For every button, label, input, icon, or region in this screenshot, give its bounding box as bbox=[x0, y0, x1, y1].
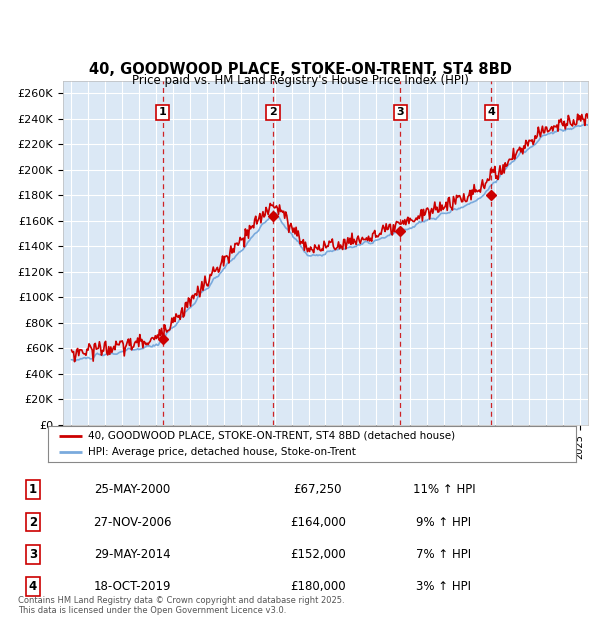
Text: 29-MAY-2014: 29-MAY-2014 bbox=[94, 548, 170, 560]
Text: £152,000: £152,000 bbox=[290, 548, 346, 560]
Text: 40, GOODWOOD PLACE, STOKE-ON-TRENT, ST4 8BD (detached house): 40, GOODWOOD PLACE, STOKE-ON-TRENT, ST4 … bbox=[88, 431, 455, 441]
Text: 11% ↑ HPI: 11% ↑ HPI bbox=[413, 484, 475, 496]
Text: 2: 2 bbox=[29, 516, 37, 528]
Text: £67,250: £67,250 bbox=[294, 484, 342, 496]
Text: 40, GOODWOOD PLACE, STOKE-ON-TRENT, ST4 8BD: 40, GOODWOOD PLACE, STOKE-ON-TRENT, ST4 … bbox=[89, 62, 511, 77]
Text: Contains HM Land Registry data © Crown copyright and database right 2025.
This d: Contains HM Land Registry data © Crown c… bbox=[18, 596, 344, 615]
Text: 3: 3 bbox=[29, 548, 37, 560]
Text: HPI: Average price, detached house, Stoke-on-Trent: HPI: Average price, detached house, Stok… bbox=[88, 447, 355, 457]
Text: 18-OCT-2019: 18-OCT-2019 bbox=[93, 580, 171, 593]
Text: 9% ↑ HPI: 9% ↑ HPI bbox=[416, 516, 472, 528]
Text: £164,000: £164,000 bbox=[290, 516, 346, 528]
Text: 4: 4 bbox=[29, 580, 37, 593]
Text: 27-NOV-2006: 27-NOV-2006 bbox=[93, 516, 171, 528]
Text: 3: 3 bbox=[397, 107, 404, 117]
Text: Price paid vs. HM Land Registry's House Price Index (HPI): Price paid vs. HM Land Registry's House … bbox=[131, 74, 469, 87]
Text: £180,000: £180,000 bbox=[290, 580, 346, 593]
Text: 2: 2 bbox=[269, 107, 277, 117]
Text: 4: 4 bbox=[487, 107, 495, 117]
Text: 3% ↑ HPI: 3% ↑ HPI bbox=[416, 580, 472, 593]
Text: 25-MAY-2000: 25-MAY-2000 bbox=[94, 484, 170, 496]
Text: 1: 1 bbox=[29, 484, 37, 496]
Text: 7% ↑ HPI: 7% ↑ HPI bbox=[416, 548, 472, 560]
Text: 1: 1 bbox=[159, 107, 167, 117]
